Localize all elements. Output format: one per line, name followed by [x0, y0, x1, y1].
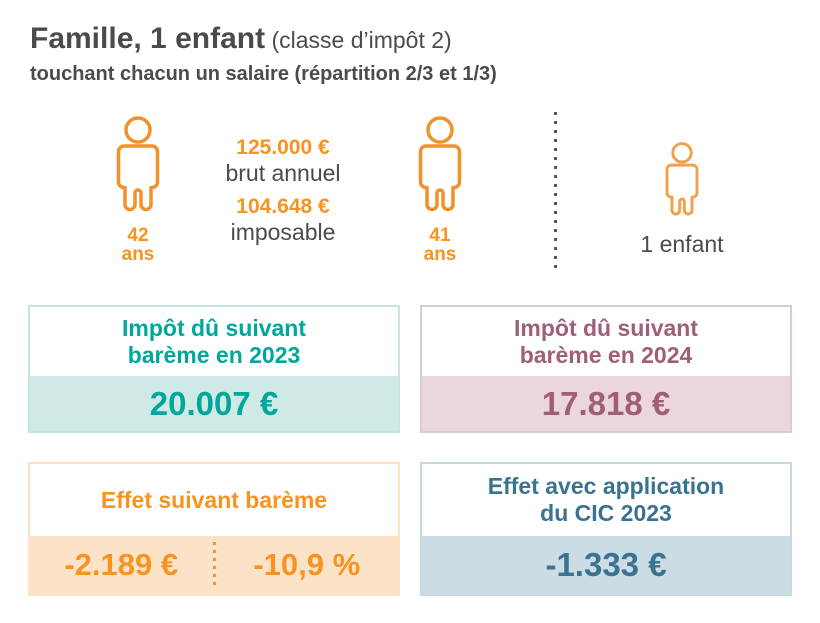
page-subtitle: touchant chacun un salaire (répartition …	[30, 63, 497, 85]
card-tax-2024-value: 17.818 €	[422, 376, 790, 431]
card-tax-2023-title-line2: barème en 2023	[127, 341, 301, 368]
title-main: Famille, 1 enfant	[30, 22, 266, 55]
child-icon	[665, 142, 699, 216]
adult-left-icon	[116, 116, 160, 212]
card-effect-bareme: Effet suivant barème -2.189 € -10,9 %	[28, 462, 400, 596]
card-effect-bareme-title-text: Effet suivant barème	[100, 486, 328, 513]
card-tax-2023: Impôt dû suivant barème en 2023 20.007 €	[28, 305, 400, 433]
gross-label: brut annuel	[225, 160, 341, 186]
taxable-amount: 104.648 €	[236, 195, 330, 218]
card-effect-bareme-amount: -2.189 €	[64, 547, 179, 582]
adult-left-age-unit: ans	[121, 244, 155, 265]
gross-amount: 125.000 €	[236, 136, 330, 159]
adult-left-age: 42 ans	[108, 226, 168, 264]
family-divider-dotted-line	[554, 112, 557, 272]
card-tax-2023-value: 20.007 €	[30, 376, 398, 431]
card-effect-cic-value: -1.333 €	[422, 536, 790, 594]
adult-right-age: 41 ans	[410, 226, 470, 264]
income-block: 125.000 € brut annuel 104.648 € imposabl…	[183, 136, 383, 246]
adult-right-age-unit: ans	[423, 244, 457, 265]
card-effect-cic-title-line2: du CIC 2023	[540, 500, 672, 526]
page-title: Famille, 1 enfant (classe d’impôt 2)	[30, 22, 497, 56]
card-effect-cic-title-line1: Effet avec application	[487, 473, 725, 499]
card-effect-cic-title: Effet avec application du CIC 2023	[422, 464, 790, 536]
adult-right-age-number: 41	[429, 225, 451, 246]
value-divider-dotted-line	[212, 542, 216, 588]
card-tax-2024-title-line1: Impôt dû suivant	[514, 314, 698, 341]
card-tax-2023-title: Impôt dû suivant barème en 2023	[30, 307, 398, 376]
title-tax-class: (classe d’impôt 2)	[265, 27, 452, 53]
adult-right-icon	[418, 116, 462, 212]
card-effect-bareme-percent: -10,9 %	[253, 547, 361, 582]
card-tax-2023-title-line1: Impôt dû suivant	[122, 314, 306, 341]
card-tax-2024-title: Impôt dû suivant barème en 2024	[422, 307, 790, 376]
card-tax-2024: Impôt dû suivant barème en 2024 17.818 €	[420, 305, 792, 433]
card-effect-bareme-title: Effet suivant barème	[30, 464, 398, 536]
income-gap	[183, 187, 383, 195]
card-effect-bareme-values: -2.189 € -10,9 %	[30, 536, 398, 594]
child-label: 1 enfant	[640, 231, 724, 257]
taxable-label: imposable	[230, 219, 336, 245]
header: Famille, 1 enfant (classe d’impôt 2) tou…	[30, 22, 497, 86]
adult-left-age-number: 42	[127, 225, 149, 246]
card-effect-cic: Effet avec application du CIC 2023 -1.33…	[420, 462, 792, 596]
card-tax-2024-title-line2: barème en 2024	[519, 341, 693, 368]
